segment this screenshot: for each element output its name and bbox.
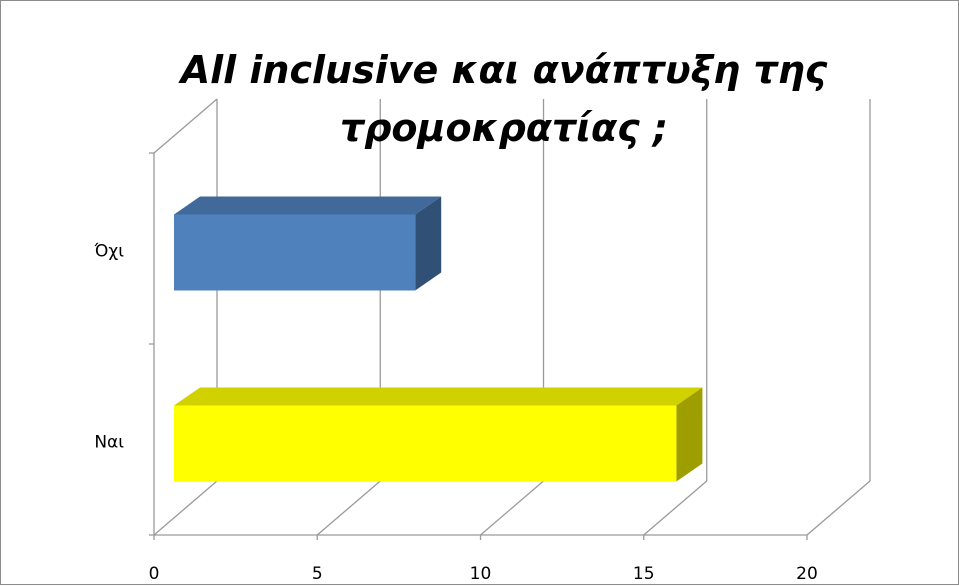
bar-side-face — [415, 196, 442, 291]
x-tick-label: 20 — [796, 564, 818, 584]
floor-gridline — [153, 480, 218, 536]
bar-front-face — [174, 405, 677, 482]
chart-title-line-1: All inclusive και ανάπτυξη της — [178, 48, 828, 92]
bar-nai — [174, 387, 703, 482]
bar-top-face — [174, 387, 703, 406]
bar-top-face — [174, 196, 442, 215]
bars — [174, 196, 703, 482]
bar-side-face — [676, 387, 703, 482]
x-tick-label: 5 — [312, 564, 323, 584]
bar-ochi — [174, 196, 442, 291]
floor-gridline — [806, 480, 871, 536]
floor-gridline — [316, 480, 381, 536]
bar-front-face — [174, 214, 416, 291]
tick-labels: 0 5 10 15 20 — [149, 535, 818, 584]
x-tick-label: 10 — [470, 564, 492, 584]
category-labels: Ναι Όχι — [94, 242, 125, 453]
floor-gridline — [643, 480, 708, 536]
wall-top-edge — [153, 98, 218, 154]
category-label: Ναι — [94, 433, 124, 453]
category-label: Όχι — [94, 242, 125, 262]
x-tick-label: 15 — [633, 564, 655, 584]
x-tick-label: 0 — [149, 564, 160, 584]
floor-gridline — [480, 480, 544, 536]
chart-title-line-2: τρομοκρατίας ; — [340, 106, 668, 150]
